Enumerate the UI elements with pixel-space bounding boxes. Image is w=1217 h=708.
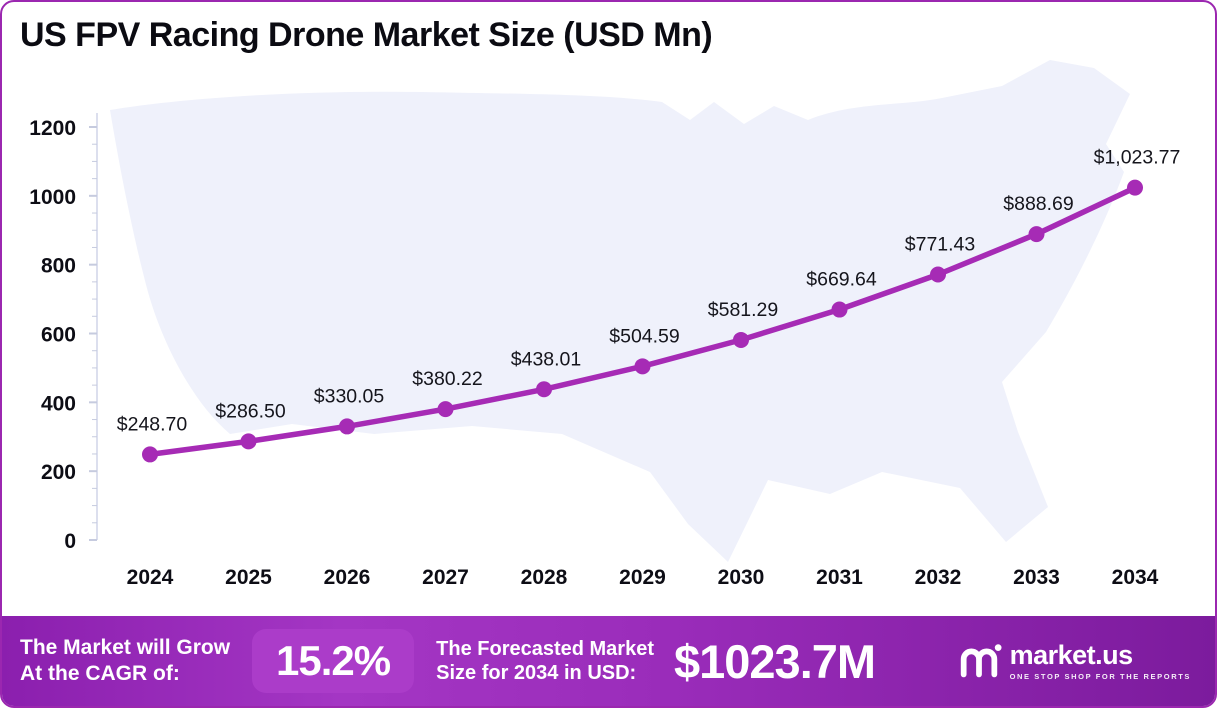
data-point-marker: [339, 418, 355, 435]
x-axis-tick-label: 2032: [915, 566, 962, 589]
chart-title: US FPV Racing Drone Market Size (USD Mn): [20, 16, 713, 54]
cagr-value: 15.2%: [252, 629, 415, 693]
x-axis-tick-label: 2026: [324, 566, 371, 589]
data-point-label: $380.22: [412, 368, 483, 390]
data-point-marker: [634, 358, 651, 375]
chart-area: US FPV Racing Drone Market Size (USD Mn)…: [2, 2, 1215, 620]
data-point-label: $888.69: [1003, 193, 1074, 215]
y-axis-tick-label: 0: [64, 530, 76, 553]
data-point-marker: [142, 446, 158, 463]
data-point-marker: [536, 381, 552, 398]
data-point-label: $504.59: [609, 325, 680, 347]
market-us-logo-icon: [960, 644, 1002, 678]
brand-block: market.us ONE STOP SHOP FOR THE REPORTS: [956, 638, 1197, 684]
x-axis-tick-label: 2033: [1013, 566, 1060, 589]
x-axis-tick-label: 2028: [521, 566, 568, 589]
x-axis-tick-label: 2027: [422, 566, 469, 589]
cagr-label: The Market will Grow At the CAGR of:: [20, 635, 230, 686]
data-point-marker: [831, 301, 848, 318]
y-axis-tick-label: 1000: [29, 186, 76, 209]
brand-text: market.us ONE STOP SHOP FOR THE REPORTS: [1009, 639, 1191, 681]
x-axis-tick-label: 2030: [718, 566, 765, 589]
forecast-label: The Forecasted Market Size for 2034 in U…: [436, 637, 654, 686]
us-map-silhouette: [110, 60, 1130, 562]
cagr-label-line1: The Market will Grow: [20, 636, 231, 660]
brand-tagline: ONE STOP SHOP FOR THE REPORTS: [1009, 671, 1191, 681]
data-point-marker: [930, 266, 946, 283]
data-point-marker: [437, 401, 454, 418]
brand-name: market.us: [1009, 639, 1134, 670]
cagr-label-line2: At the CAGR of:: [20, 662, 180, 685]
y-axis-tick-label: 600: [41, 324, 76, 347]
x-axis-tick-label: 2024: [127, 566, 174, 589]
data-point-label: $286.50: [215, 400, 286, 422]
data-point-marker: [1028, 226, 1045, 243]
footer-banner: The Market will Grow At the CAGR of: 15.…: [2, 616, 1215, 706]
data-point-label: $330.05: [314, 385, 385, 407]
y-axis-tick-label: 1200: [29, 117, 76, 140]
y-axis-tick-label: 400: [41, 392, 76, 415]
x-axis-tick-label: 2029: [619, 566, 666, 589]
x-axis-tick-label: 2034: [1112, 566, 1159, 589]
data-point-label: $771.43: [905, 233, 976, 255]
x-axis-tick-label: 2031: [816, 566, 863, 589]
data-point-label: $438.01: [511, 348, 582, 370]
data-point-label: $248.70: [117, 413, 188, 435]
forecast-value: $1023.7M: [674, 634, 876, 688]
x-axis-tick-label: 2025: [225, 566, 272, 589]
data-point-label: $669.64: [806, 269, 877, 291]
forecast-label-line2: Size for 2034 in USD:: [436, 662, 637, 684]
data-point-marker: [240, 433, 257, 450]
y-axis-tick-label: 800: [41, 255, 76, 278]
forecast-label-line1: The Forecasted Market: [436, 637, 654, 660]
data-point-marker: [733, 331, 749, 348]
data-point-label: $1,023.77: [1094, 147, 1181, 169]
y-axis-tick-label: 200: [41, 461, 76, 484]
data-point-marker: [1127, 179, 1143, 196]
data-point-label: $581.29: [708, 299, 779, 321]
market-size-line-chart: 0 200 400 600 800 1000 1200 2024 2025 2026 2027 202…: [29, 60, 1181, 589]
